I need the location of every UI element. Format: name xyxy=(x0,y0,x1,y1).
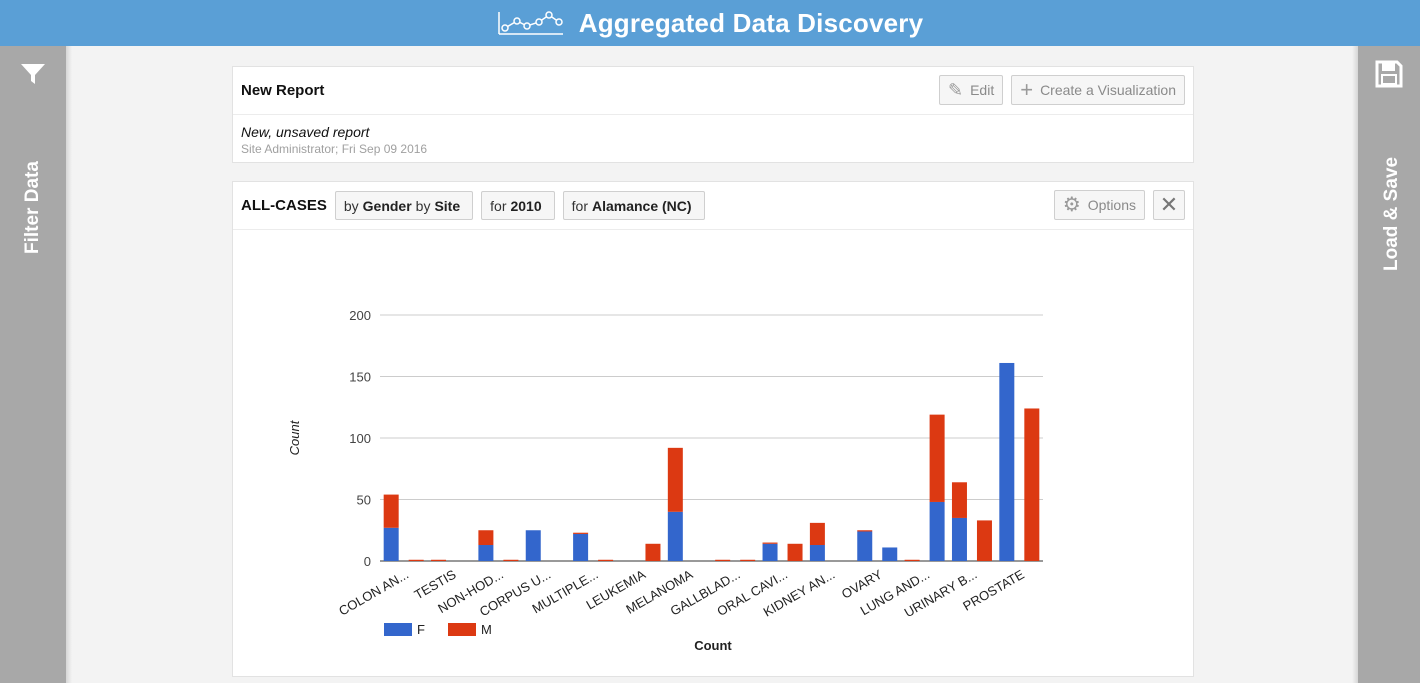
bar-segment-m xyxy=(478,530,494,546)
bar-segment-f xyxy=(667,511,683,561)
bar-segment-m xyxy=(809,522,825,546)
visualization-panel: ALL-CASES by Gender by Site for 2010 for… xyxy=(232,181,1194,677)
edit-button[interactable]: ✎ Edit xyxy=(938,75,1004,105)
filter-data-label: Filter Data xyxy=(22,161,43,254)
bar-segment-m xyxy=(929,414,945,502)
report-header: New Report ✎ Edit + Create a Visualizati… xyxy=(233,67,1193,115)
create-visualization-label: Create a Visualization xyxy=(1040,82,1176,98)
visualization-header: ALL-CASES by Gender by Site for 2010 for… xyxy=(233,182,1193,230)
y-tick-label: 50 xyxy=(357,493,371,508)
line-chart-logo-icon xyxy=(497,11,563,35)
gear-icon: ⚙ xyxy=(1062,194,1081,216)
bar-segment-m xyxy=(573,532,589,534)
tag-value-site: Site xyxy=(434,197,461,214)
report-subtitle: New, unsaved report xyxy=(241,124,370,140)
bar-segment-f xyxy=(573,533,589,561)
bar-segment-m xyxy=(408,559,424,561)
close-button[interactable]: ✕ xyxy=(1153,190,1185,220)
filter-data-sidebar[interactable]: Filter Data xyxy=(0,46,72,683)
report-panel: New Report ✎ Edit + Create a Visualizati… xyxy=(232,66,1194,163)
y-tick-label: 200 xyxy=(349,308,371,323)
visualization-title: ALL-CASES xyxy=(241,197,327,214)
bar-segment-m xyxy=(976,520,992,561)
edit-button-label: Edit xyxy=(970,82,995,98)
bar-segment-m xyxy=(787,543,803,561)
bar-segment-m xyxy=(1024,408,1040,561)
tag-prefix: by xyxy=(343,197,359,214)
bar-segment-m xyxy=(667,447,683,512)
create-visualization-button[interactable]: + Create a Visualization xyxy=(1011,75,1185,105)
bar-segment-f xyxy=(999,362,1015,561)
bar-segment-m xyxy=(715,559,731,561)
floppy-disk-icon xyxy=(1375,60,1403,88)
tag-prefix: for xyxy=(571,197,588,214)
bar-segment-f xyxy=(478,545,494,561)
app-title: Aggregated Data Discovery xyxy=(578,7,924,38)
y-tick-label: 0 xyxy=(364,554,371,569)
x-axis-label: Count xyxy=(694,638,732,653)
bar-segment-m xyxy=(904,559,920,561)
funnel-icon xyxy=(21,64,45,84)
x-tick-label: COLON AN... xyxy=(336,567,411,619)
legend-swatch-f xyxy=(384,623,412,636)
tag-value-county: Alamance (NC) xyxy=(591,197,692,214)
load-save-label: Load & Save xyxy=(1381,156,1402,271)
bar-segment-m xyxy=(503,559,519,561)
bar-segment-m xyxy=(645,543,661,561)
pencil-icon: ✎ xyxy=(947,80,964,100)
options-button-label: Options xyxy=(1087,197,1136,213)
report-title: New Report xyxy=(241,82,325,99)
y-tick-label: 100 xyxy=(349,431,371,446)
bar-segment-f xyxy=(929,501,945,561)
county-filter-tag[interactable]: for Alamance (NC) xyxy=(562,191,705,220)
plus-icon: + xyxy=(1020,77,1034,102)
y-axis-label: Count xyxy=(287,419,302,455)
close-icon: ✕ xyxy=(1159,192,1179,217)
bar-segment-m xyxy=(383,494,399,528)
tag-value-year: 2010 xyxy=(510,197,542,214)
tag-prefix: for xyxy=(490,197,507,214)
bar-segment-f xyxy=(762,543,778,561)
legend-label: F xyxy=(417,622,425,637)
app-header: Aggregated Data Discovery xyxy=(0,0,1420,46)
year-filter-tag[interactable]: for 2010 xyxy=(481,191,555,220)
bar-segment-f xyxy=(809,545,825,561)
y-tick-label: 150 xyxy=(349,370,371,385)
bar-segment-f xyxy=(882,547,898,561)
options-button[interactable]: ⚙ Options xyxy=(1053,190,1145,220)
bar-segment-m xyxy=(762,542,778,544)
bar-segment-m xyxy=(740,559,756,561)
group-by-tag[interactable]: by Gender by Site xyxy=(334,191,474,220)
tag-value-gender: Gender xyxy=(362,197,412,214)
bar-segment-m xyxy=(431,559,447,561)
report-byline: Site Administrator; Fri Sep 09 2016 xyxy=(241,142,428,156)
legend-swatch-m xyxy=(448,623,476,636)
load-save-sidebar[interactable]: Load & Save xyxy=(1352,46,1420,683)
bar-segment-f xyxy=(951,517,967,561)
tag-prefix: by xyxy=(415,197,431,214)
bar-segment-m xyxy=(951,482,967,518)
bar-segment-f xyxy=(383,527,399,561)
bar-segment-m xyxy=(598,559,614,561)
legend-label: M xyxy=(481,622,492,637)
bar-segment-m xyxy=(857,530,873,532)
bar-segment-f xyxy=(525,530,541,561)
bar-segment-f xyxy=(857,531,873,561)
